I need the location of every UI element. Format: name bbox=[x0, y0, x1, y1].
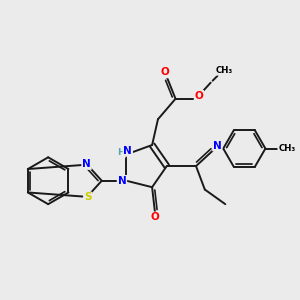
Text: O: O bbox=[151, 212, 159, 222]
Text: S: S bbox=[84, 192, 92, 203]
Text: N: N bbox=[123, 146, 132, 156]
Text: O: O bbox=[195, 91, 203, 101]
Text: N: N bbox=[82, 159, 91, 169]
Text: H: H bbox=[117, 148, 125, 158]
Text: CH₃: CH₃ bbox=[278, 144, 296, 153]
Text: O: O bbox=[161, 68, 170, 77]
Text: CH₃: CH₃ bbox=[216, 66, 233, 75]
Text: N: N bbox=[213, 141, 222, 151]
Text: N: N bbox=[118, 176, 126, 186]
